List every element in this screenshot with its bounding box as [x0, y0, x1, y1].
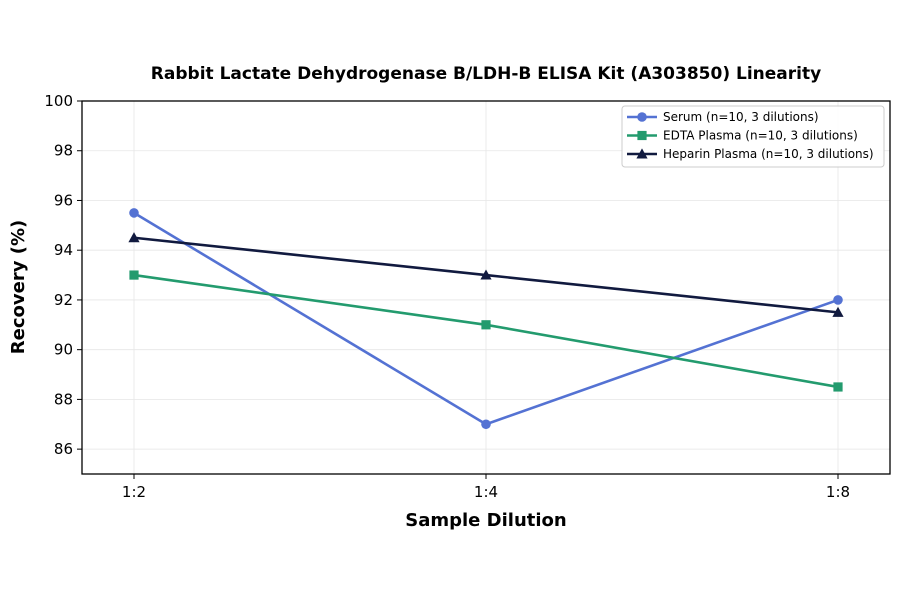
- x-axis-label: Sample Dilution: [405, 510, 566, 531]
- legend-marker: [637, 112, 647, 122]
- data-point: [480, 269, 492, 280]
- legend-label: Serum (n=10, 3 dilutions): [663, 110, 819, 124]
- x-tick-label: 1:4: [474, 483, 498, 501]
- y-tick-label: 86: [54, 440, 73, 458]
- legend-marker: [636, 148, 648, 159]
- legend: Serum (n=10, 3 dilutions) EDTA Plasma (n=…: [621, 105, 885, 168]
- legend-label: Heparin Plasma (n=10, 3 dilutions): [663, 147, 874, 161]
- legend-label: EDTA Plasma (n=10, 3 dilutions): [663, 129, 858, 143]
- chart-title: Rabbit Lactate Dehydrogenase B/LDH-B ELI…: [151, 64, 821, 84]
- legend-item: EDTA Plasma (n=10, 3 dilutions): [627, 129, 858, 143]
- data-point: [481, 419, 491, 430]
- series-1: [129, 208, 843, 430]
- y-tick-label: 98: [54, 142, 73, 160]
- data-point: [128, 232, 140, 243]
- y-axis-label: Recovery (%): [8, 220, 29, 354]
- series-2: [129, 270, 843, 392]
- data-point: [833, 295, 843, 305]
- y-tick-label: 92: [54, 291, 73, 309]
- legend-box: [621, 105, 885, 168]
- data-point: [832, 306, 844, 317]
- y-tick-label: 94: [54, 241, 73, 259]
- y-tick-label: 96: [54, 191, 73, 209]
- data-point: [129, 270, 139, 280]
- data-point: [129, 208, 139, 218]
- data-point: [833, 382, 843, 392]
- x-tick-label: 1:2: [122, 483, 146, 501]
- series-3: [128, 232, 844, 317]
- data-point: [481, 320, 491, 330]
- y-tick-label: 100: [44, 92, 73, 110]
- legend-item: Serum (n=10, 3 dilutions): [627, 110, 819, 124]
- y-axis: 86 88 90 92 94 96 98 100: [44, 92, 82, 458]
- x-axis: 1:2 1:4 1:8: [122, 474, 850, 501]
- legend-item: Heparin Plasma (n=10, 3 dilutions): [627, 147, 874, 161]
- series-layer: [128, 208, 844, 430]
- y-tick-label: 90: [54, 341, 73, 359]
- legend-marker: [637, 130, 647, 141]
- y-tick-label: 88: [54, 390, 73, 408]
- x-tick-label: 1:8: [826, 483, 850, 501]
